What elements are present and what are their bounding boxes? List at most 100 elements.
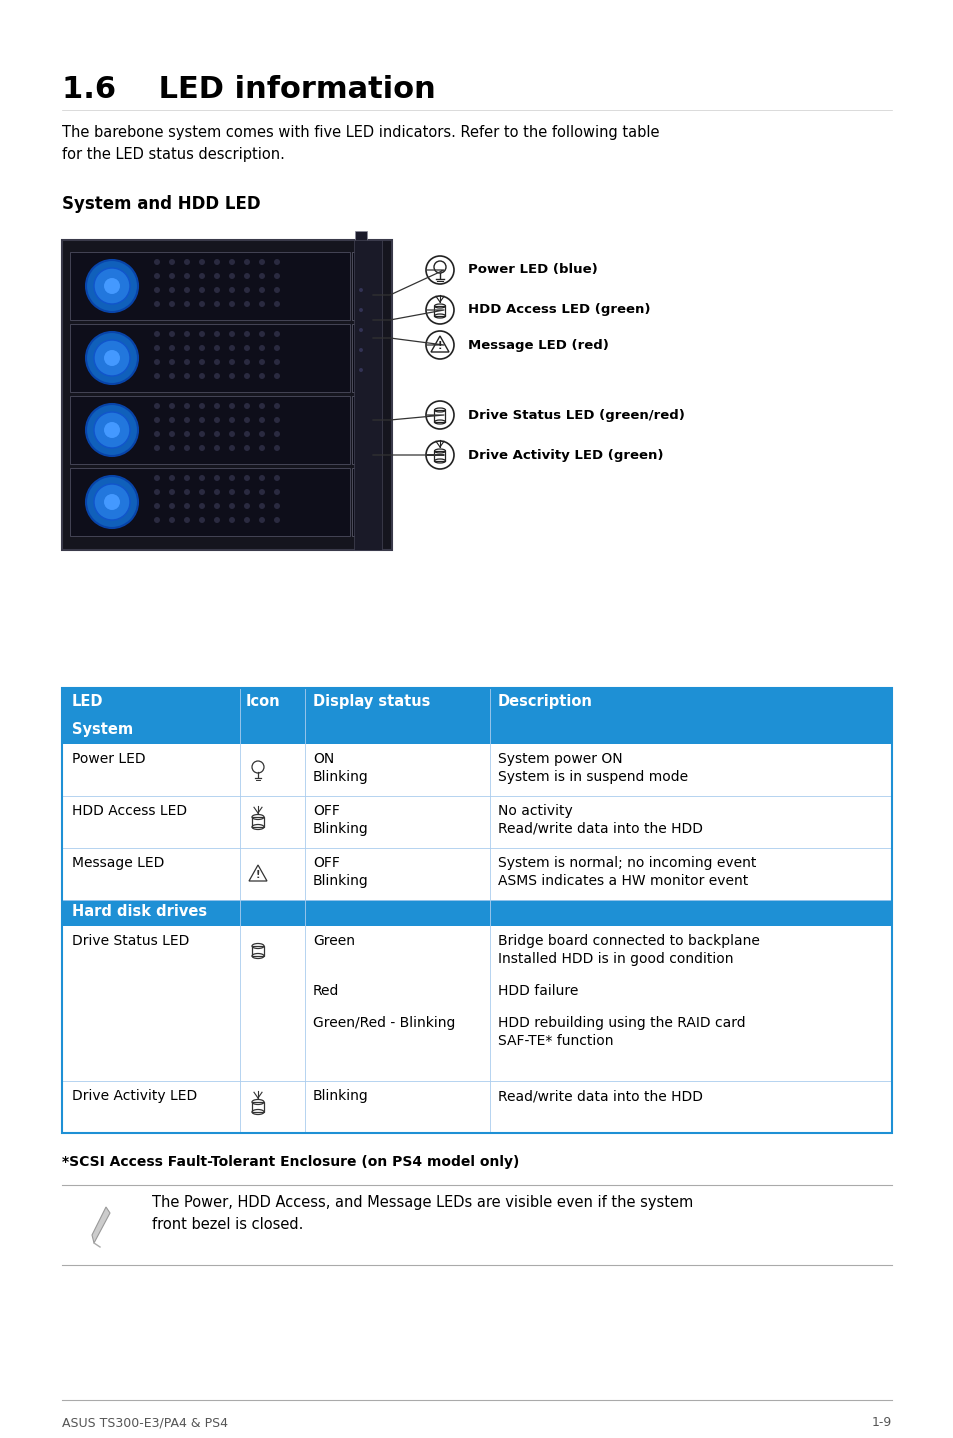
Circle shape (229, 372, 234, 380)
Text: SAF-TE* function: SAF-TE* function (497, 1034, 613, 1048)
Circle shape (274, 417, 280, 423)
Circle shape (274, 518, 280, 523)
Circle shape (213, 331, 220, 336)
Circle shape (229, 503, 234, 509)
Circle shape (229, 489, 234, 495)
Circle shape (258, 403, 265, 408)
Circle shape (213, 475, 220, 480)
Circle shape (184, 403, 190, 408)
Circle shape (244, 444, 250, 452)
Bar (62, 240, 392, 549)
Circle shape (274, 489, 280, 495)
Circle shape (426, 256, 454, 283)
Bar (252, 946, 264, 956)
Circle shape (258, 489, 265, 495)
Text: 1-9: 1-9 (871, 1416, 891, 1429)
Circle shape (426, 296, 454, 324)
Circle shape (199, 288, 205, 293)
Circle shape (153, 417, 160, 423)
Circle shape (258, 431, 265, 437)
Circle shape (358, 308, 363, 312)
Bar (62, 848, 891, 900)
Circle shape (184, 288, 190, 293)
Circle shape (199, 301, 205, 306)
Circle shape (258, 372, 265, 380)
Circle shape (244, 403, 250, 408)
Circle shape (244, 503, 250, 509)
Circle shape (169, 372, 174, 380)
Circle shape (104, 349, 120, 367)
Bar (62, 1081, 891, 1133)
Circle shape (199, 475, 205, 480)
Bar (70, 467, 350, 536)
Circle shape (229, 417, 234, 423)
Circle shape (274, 403, 280, 408)
Circle shape (274, 503, 280, 509)
Circle shape (153, 475, 160, 480)
Text: Red: Red (313, 984, 339, 998)
Bar (354, 240, 381, 549)
Bar (252, 817, 264, 827)
Circle shape (184, 259, 190, 265)
Circle shape (184, 301, 190, 306)
Text: Blinking: Blinking (313, 1089, 369, 1103)
Circle shape (199, 331, 205, 336)
Circle shape (213, 259, 220, 265)
Circle shape (153, 259, 160, 265)
Text: Message LED (red): Message LED (red) (468, 338, 608, 351)
Text: LED: LED (71, 695, 103, 709)
Text: !: ! (255, 870, 260, 880)
Text: No activity: No activity (497, 804, 572, 818)
Circle shape (229, 301, 234, 306)
Circle shape (258, 360, 265, 365)
Circle shape (169, 345, 174, 351)
Circle shape (169, 475, 174, 480)
Bar (70, 324, 350, 393)
Circle shape (274, 444, 280, 452)
Circle shape (104, 495, 120, 510)
Circle shape (169, 431, 174, 437)
Bar (352, 324, 370, 393)
Circle shape (358, 348, 363, 352)
Circle shape (199, 360, 205, 365)
Circle shape (213, 288, 220, 293)
Circle shape (199, 372, 205, 380)
Circle shape (213, 444, 220, 452)
Circle shape (184, 475, 190, 480)
Circle shape (358, 328, 363, 332)
Circle shape (274, 259, 280, 265)
Text: 1.6    LED information: 1.6 LED information (62, 75, 436, 104)
Text: Drive Activity LED: Drive Activity LED (71, 1089, 197, 1103)
Circle shape (244, 345, 250, 351)
Text: System is normal; no incoming event: System is normal; no incoming event (497, 856, 756, 870)
Circle shape (244, 259, 250, 265)
Text: HDD Access LED (green): HDD Access LED (green) (468, 303, 650, 316)
Circle shape (274, 360, 280, 365)
Circle shape (274, 372, 280, 380)
Text: Drive Status LED: Drive Status LED (71, 935, 190, 948)
Circle shape (258, 288, 265, 293)
Bar (434, 452, 445, 462)
Text: Power LED: Power LED (71, 752, 146, 766)
Circle shape (153, 503, 160, 509)
Circle shape (244, 360, 250, 365)
Circle shape (169, 259, 174, 265)
Circle shape (229, 288, 234, 293)
Bar (352, 467, 370, 536)
Circle shape (199, 518, 205, 523)
Circle shape (213, 403, 220, 408)
Circle shape (169, 273, 174, 279)
Circle shape (94, 339, 130, 375)
Circle shape (274, 431, 280, 437)
Circle shape (199, 431, 205, 437)
Circle shape (274, 273, 280, 279)
Bar (62, 687, 891, 1133)
Circle shape (213, 345, 220, 351)
Circle shape (213, 489, 220, 495)
Circle shape (258, 259, 265, 265)
Bar (70, 395, 350, 464)
Circle shape (213, 417, 220, 423)
Circle shape (229, 475, 234, 480)
Bar (62, 926, 891, 1081)
Text: Message LED: Message LED (71, 856, 164, 870)
